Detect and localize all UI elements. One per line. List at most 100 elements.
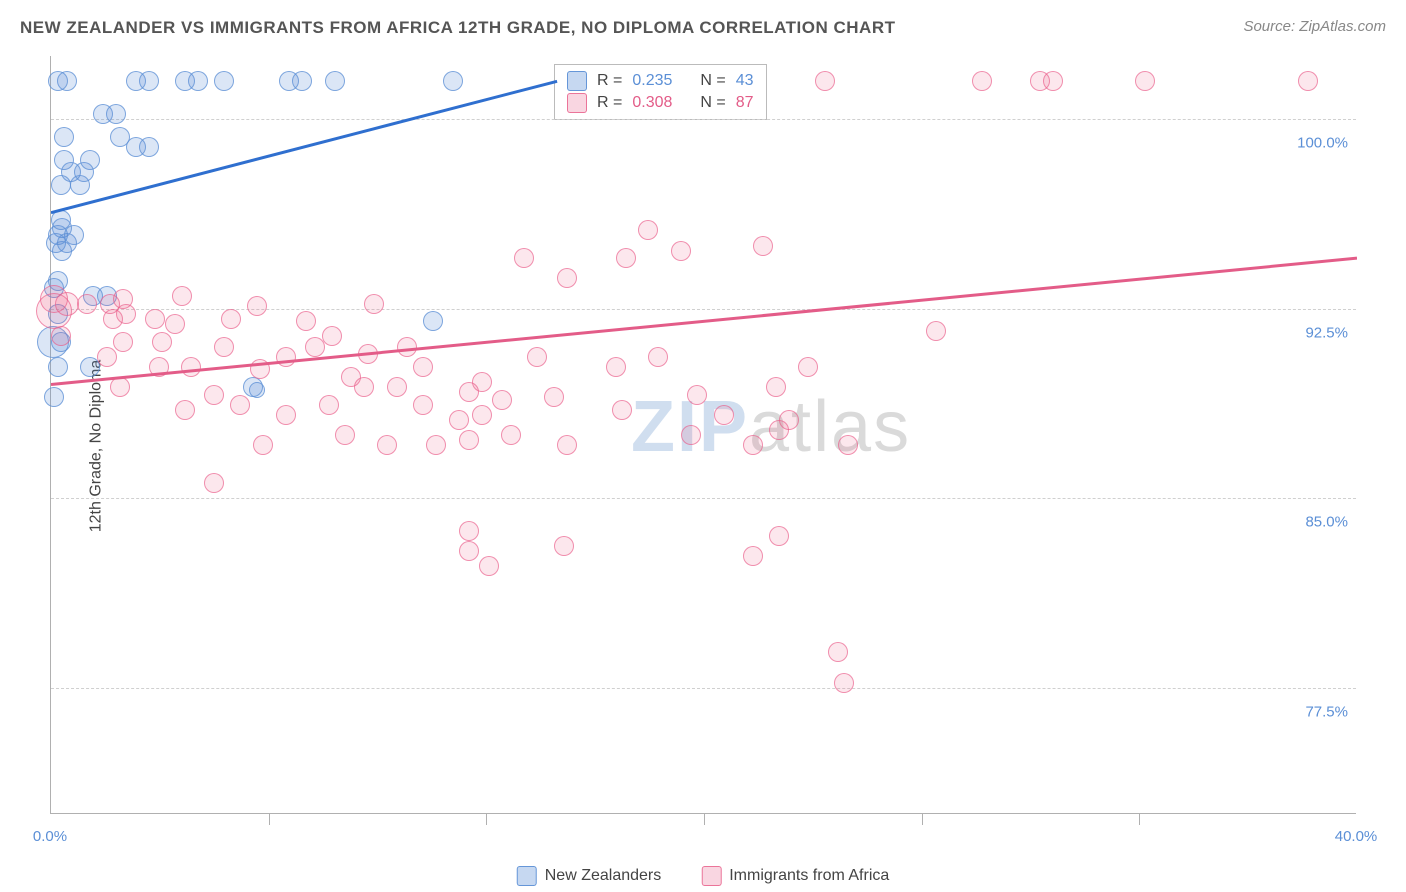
data-point <box>753 236 773 256</box>
legend-swatch-blue-icon <box>517 866 537 886</box>
legend-label-1: New Zealanders <box>545 867 662 885</box>
data-point <box>51 326 71 346</box>
chart-title: NEW ZEALANDER VS IMMIGRANTS FROM AFRICA … <box>20 18 896 37</box>
data-point <box>612 400 632 420</box>
data-point <box>459 521 479 541</box>
scatter-plot: ZIPatlas R = 0.235 N = 43 R = 0.308 N = … <box>50 56 1356 814</box>
data-point <box>97 347 117 367</box>
data-point <box>544 387 564 407</box>
data-point <box>397 337 417 357</box>
legend-label-2: Immigrants from Africa <box>729 867 889 885</box>
data-point <box>276 347 296 367</box>
y-tick-label: 92.5% <box>1305 324 1348 341</box>
data-point <box>152 332 172 352</box>
data-point <box>214 337 234 357</box>
data-point <box>319 395 339 415</box>
data-point <box>70 175 90 195</box>
data-point <box>172 286 192 306</box>
data-point <box>492 390 512 410</box>
data-point <box>479 556 499 576</box>
data-point <box>250 359 270 379</box>
data-point <box>459 541 479 561</box>
x-tick-label: 0.0% <box>33 828 67 845</box>
data-point <box>214 71 234 91</box>
data-point <box>204 385 224 405</box>
data-point <box>443 71 463 91</box>
data-point <box>769 526 789 546</box>
data-point <box>472 372 492 392</box>
data-point <box>110 377 130 397</box>
data-point <box>743 546 763 566</box>
data-point <box>838 435 858 455</box>
data-point <box>606 357 626 377</box>
data-point <box>423 311 443 331</box>
data-point <box>1298 71 1318 91</box>
data-point <box>743 435 763 455</box>
x-tick <box>922 813 923 825</box>
data-point <box>116 304 136 324</box>
legend-swatch-blue <box>567 71 587 91</box>
data-point <box>364 294 384 314</box>
x-tick <box>269 813 270 825</box>
x-tick <box>1139 813 1140 825</box>
data-point <box>426 435 446 455</box>
data-point <box>175 400 195 420</box>
data-point <box>113 332 133 352</box>
data-point <box>527 347 547 367</box>
data-point <box>77 294 97 314</box>
data-point <box>51 175 71 195</box>
gridline <box>51 688 1356 689</box>
data-point <box>828 642 848 662</box>
data-point <box>1135 71 1155 91</box>
data-point <box>247 296 267 316</box>
data-point <box>165 314 185 334</box>
legend-series: New Zealanders Immigrants from Africa <box>517 866 890 886</box>
data-point <box>358 344 378 364</box>
data-point <box>139 71 159 91</box>
data-point <box>554 536 574 556</box>
data-point <box>221 309 241 329</box>
y-tick-label: 77.5% <box>1305 703 1348 720</box>
data-point <box>766 377 786 397</box>
data-point <box>1043 71 1063 91</box>
data-point <box>57 71 77 91</box>
gridline <box>51 498 1356 499</box>
data-point <box>145 309 165 329</box>
data-point <box>472 405 492 425</box>
trend-line <box>51 56 1357 814</box>
data-point <box>296 311 316 331</box>
legend-swatch-pink-icon <box>701 866 721 886</box>
data-point <box>557 435 577 455</box>
data-point <box>276 405 296 425</box>
data-point <box>181 357 201 377</box>
data-point <box>106 104 126 124</box>
data-point <box>834 673 854 693</box>
data-point <box>972 71 992 91</box>
data-point <box>249 382 265 398</box>
data-point <box>54 127 74 147</box>
data-point <box>55 292 79 316</box>
data-point <box>769 420 789 440</box>
data-point <box>292 71 312 91</box>
trend-line <box>51 56 1357 814</box>
data-point <box>413 395 433 415</box>
data-point <box>188 71 208 91</box>
legend-stats: R = 0.235 N = 43 R = 0.308 N = 87 <box>554 64 767 120</box>
data-point <box>638 220 658 240</box>
x-tick <box>486 813 487 825</box>
data-point <box>322 326 342 346</box>
data-point <box>325 71 345 91</box>
data-point <box>335 425 355 445</box>
data-point <box>149 357 169 377</box>
data-point <box>514 248 534 268</box>
data-point <box>681 425 701 445</box>
data-point <box>557 268 577 288</box>
data-point <box>449 410 469 430</box>
x-tick-label: 40.0% <box>1335 828 1378 845</box>
data-point <box>413 357 433 377</box>
data-point <box>926 321 946 341</box>
data-point <box>204 473 224 493</box>
data-point <box>341 367 361 387</box>
data-point <box>64 225 84 245</box>
data-point <box>387 377 407 397</box>
